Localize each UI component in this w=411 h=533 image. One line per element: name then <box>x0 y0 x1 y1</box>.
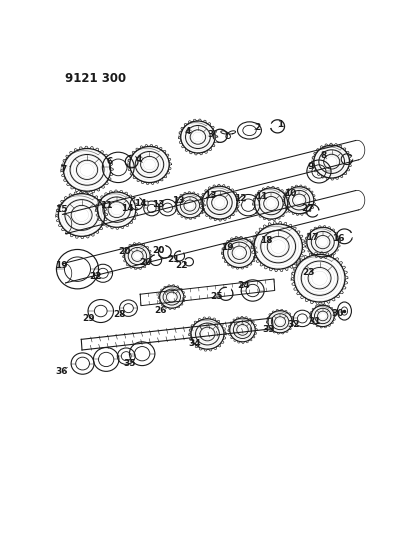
Text: 20: 20 <box>118 247 131 256</box>
Text: 19: 19 <box>55 261 67 270</box>
Text: 13: 13 <box>172 196 185 205</box>
Text: 12: 12 <box>234 194 247 203</box>
Text: 23: 23 <box>302 268 315 277</box>
Text: 13: 13 <box>152 200 164 209</box>
Text: 8: 8 <box>321 150 327 159</box>
Text: 16: 16 <box>332 235 345 243</box>
Text: 6: 6 <box>106 157 113 166</box>
Text: 26: 26 <box>155 306 167 314</box>
Text: 20: 20 <box>139 258 152 267</box>
Text: 13: 13 <box>204 191 217 200</box>
Text: 4: 4 <box>136 155 143 164</box>
Text: 25: 25 <box>210 292 223 301</box>
Text: 34: 34 <box>188 340 201 349</box>
Text: 36: 36 <box>55 367 68 376</box>
Text: 14: 14 <box>134 199 147 208</box>
Text: 28: 28 <box>113 310 126 319</box>
Text: 4: 4 <box>185 127 191 136</box>
Text: 20: 20 <box>152 246 164 255</box>
Text: 9: 9 <box>307 162 314 171</box>
Text: 11: 11 <box>255 191 268 200</box>
Text: 3: 3 <box>208 130 218 139</box>
Text: 27: 27 <box>302 204 314 213</box>
Text: 31: 31 <box>308 317 321 326</box>
Text: 19: 19 <box>222 244 234 252</box>
Text: 17: 17 <box>306 232 319 241</box>
Text: 35: 35 <box>123 359 136 368</box>
Text: 18: 18 <box>260 236 272 245</box>
Text: 33: 33 <box>262 325 275 334</box>
Text: 14: 14 <box>122 204 134 213</box>
Bar <box>143 201 148 206</box>
Text: 9121 300: 9121 300 <box>65 72 126 85</box>
Text: 21: 21 <box>167 255 179 264</box>
Text: 32: 32 <box>287 320 300 329</box>
Text: 1: 1 <box>277 120 283 129</box>
Text: 2: 2 <box>254 123 261 132</box>
Text: 22: 22 <box>90 272 102 281</box>
Text: 10: 10 <box>284 189 296 198</box>
Text: 30: 30 <box>331 309 344 318</box>
Text: 11: 11 <box>100 200 113 209</box>
Text: 15: 15 <box>55 205 68 214</box>
Text: 29: 29 <box>83 314 95 323</box>
Text: 24: 24 <box>237 281 249 290</box>
Text: 7: 7 <box>60 165 71 174</box>
Text: 22: 22 <box>176 261 188 270</box>
